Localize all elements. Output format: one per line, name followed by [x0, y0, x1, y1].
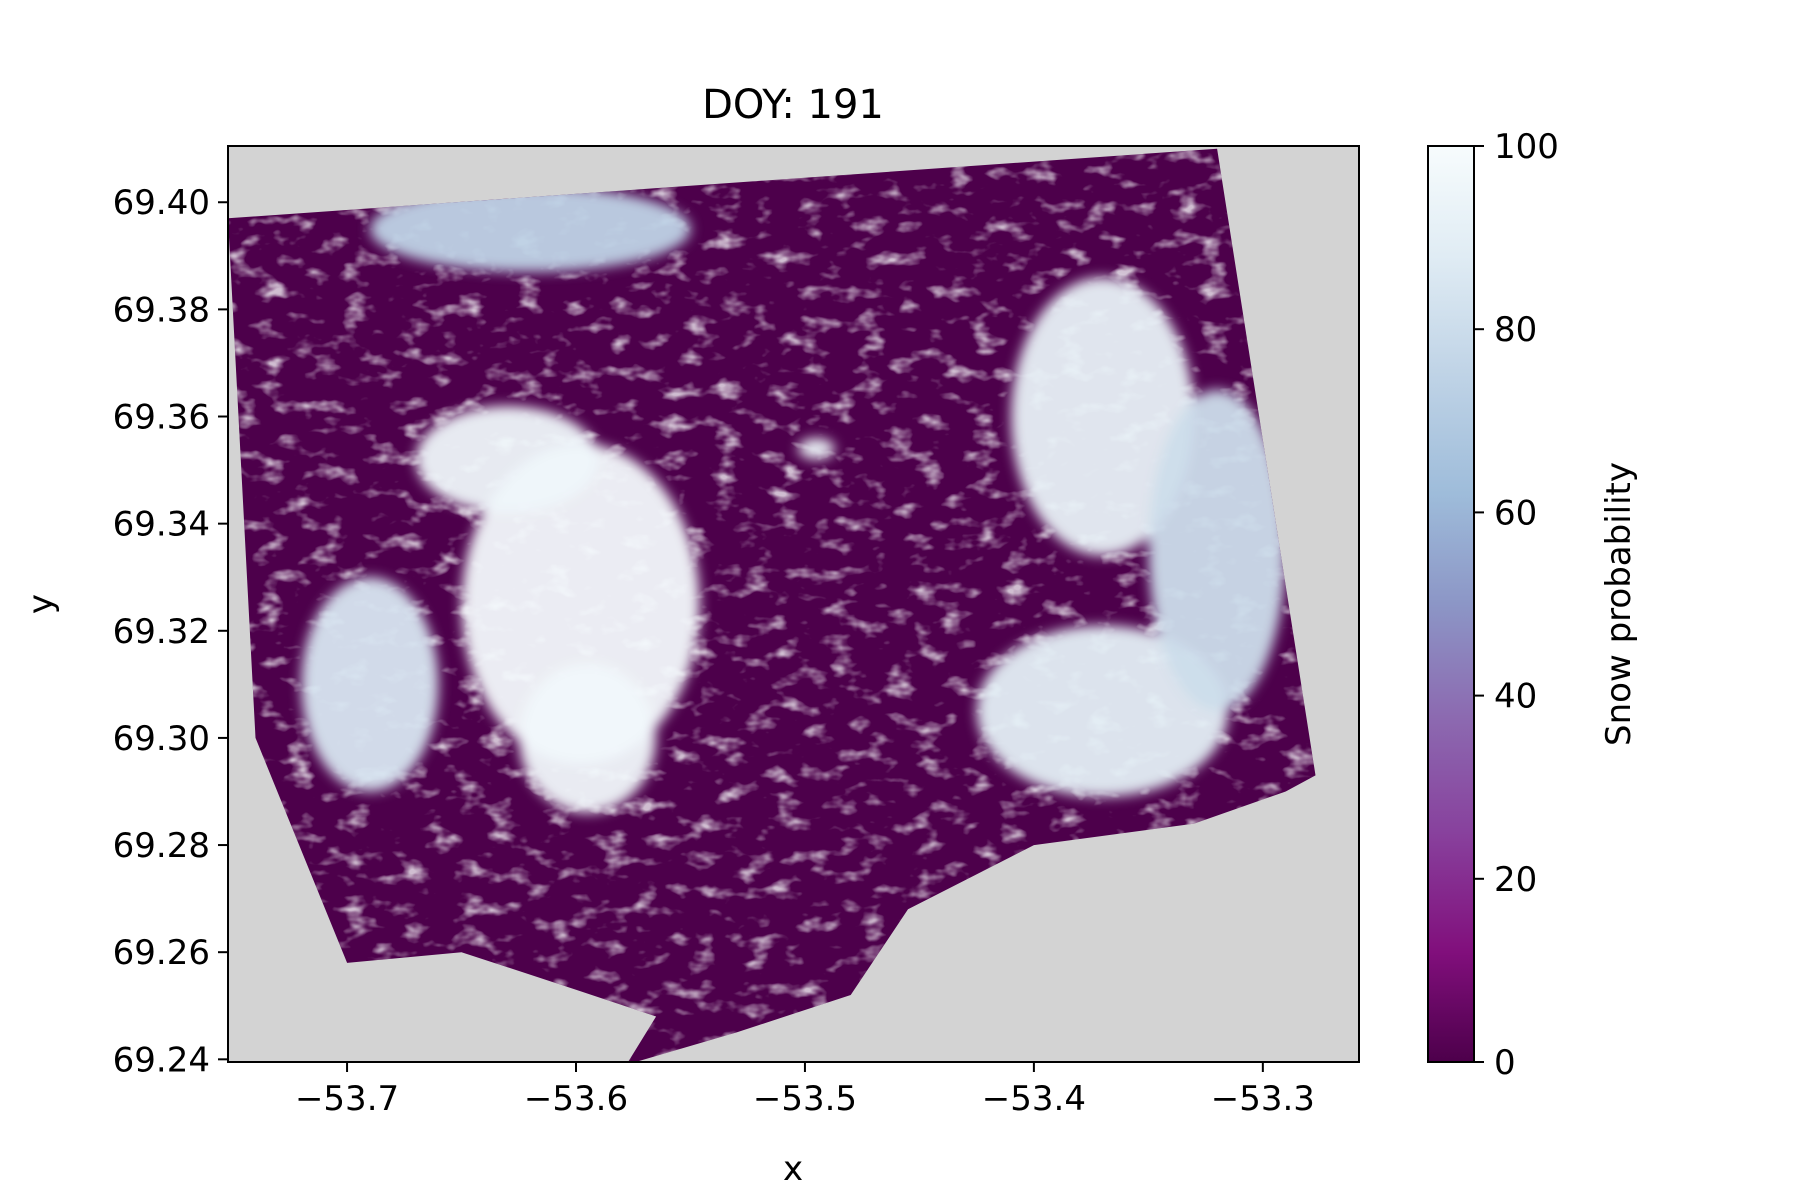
x-tick-label: −53.5: [753, 1079, 857, 1119]
snow-regions: [301, 186, 1286, 813]
colorbar-tick-label: 20: [1494, 860, 1537, 900]
y-tick-label: 69.26: [113, 933, 210, 973]
colorbar-tick-label: 80: [1494, 310, 1537, 350]
plot-frame: [227, 145, 1360, 1063]
x-tick-label: −53.3: [1211, 1079, 1315, 1119]
colorbar-tick-label: 60: [1494, 493, 1537, 533]
snow-region-small-lake-patch: [798, 438, 835, 460]
snow-region-icecap-tongue-nw: [415, 405, 599, 513]
colorbar-tick-label: 100: [1494, 127, 1559, 167]
y-tick-label: 69.32: [113, 612, 210, 652]
y-tick-label: 69.36: [113, 398, 210, 438]
y-tick-label: 69.34: [113, 505, 210, 545]
y-tick-label: 69.38: [113, 290, 210, 330]
snow-raster: [228, 148, 1316, 1062]
snow-region-north-ridge: [369, 186, 691, 272]
snow-region-northeast-plateau: [1011, 277, 1195, 556]
colorbar-tick-label: 40: [1494, 677, 1537, 717]
snow-region-southeast-field: [976, 625, 1229, 797]
colorbar: [1427, 145, 1475, 1063]
colorbar-label: Snow probability: [1599, 462, 1639, 746]
x-axis-ticks: −53.7 −53.6 −53.5 −53.4 −53.3: [295, 1062, 1315, 1119]
x-tick-label: −53.7: [295, 1079, 399, 1119]
snow-region-main-icecap: [461, 443, 700, 765]
y-tick-label: 69.28: [113, 826, 210, 866]
x-axis-label: x: [783, 1149, 803, 1189]
y-axis-label: y: [21, 594, 61, 614]
snow-region-icecap-south: [518, 662, 657, 813]
snow-region-east-slopes: [1148, 389, 1286, 712]
x-tick-label: −53.6: [524, 1079, 628, 1119]
y-axis-ticks: 69.24 69.26 69.28 69.30 69.32 69.34 69.36 69.38…: [113, 183, 228, 1080]
y-tick-label: 69.24: [113, 1040, 210, 1080]
x-tick-label: −53.4: [982, 1079, 1086, 1119]
y-tick-label: 69.40: [113, 183, 210, 223]
colorbar-ticks: 0 20 40 60 80 100: [1474, 127, 1559, 1083]
chart-title: DOY: 191: [702, 82, 884, 128]
y-tick-label: 69.30: [113, 719, 210, 759]
colorbar-tick-label: 0: [1494, 1043, 1516, 1083]
snow-region-west-patch: [301, 577, 439, 792]
